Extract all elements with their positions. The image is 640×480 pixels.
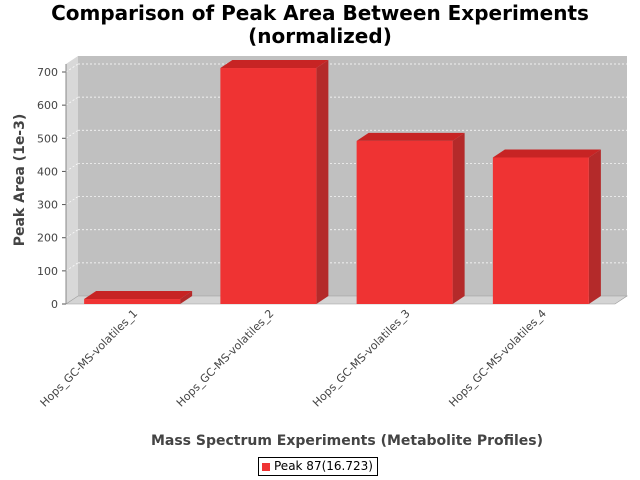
bar-side [316,60,329,304]
legend: Peak 87(16.723) [258,457,378,476]
gridline-side [65,63,79,73]
bar-top [492,149,601,158]
gridline-side [65,229,79,239]
y-tick-label: 700 [37,66,58,79]
gridline-side [65,196,79,205]
bar-top [84,291,193,300]
x-tick-label: Hops_GC-MS-volatiles_4 [446,307,549,410]
x-axis-title: Mass Spectrum Experiments (Metabolite Pr… [151,433,543,449]
bar-side [588,149,601,304]
gridline-side [65,129,79,139]
y-tick-label: 0 [51,298,58,311]
y-axis-title: Peak Area (1e-3) [12,114,28,247]
chart-title-line-1: Comparison of Peak Area Between Experime… [51,1,589,25]
gridline-side [65,262,79,272]
chart-title-line-2: (normalized) [248,24,392,48]
chart-title: Comparison of Peak Area Between Experime… [0,2,640,48]
x-tick-label: Hops_GC-MS-volatiles_3 [310,307,413,410]
y-tick-label: 600 [37,99,58,112]
gridline-side [65,96,79,106]
bar-side [452,132,465,304]
legend-label: Peak 87(16.723) [274,459,373,473]
y-tick-label: 400 [37,165,58,178]
x-tick-label: Hops_GC-MS-volatiles_2 [174,307,277,410]
y-tick-label: 200 [37,232,58,245]
bar-top [220,60,329,69]
bar [84,299,181,304]
bar-side [180,291,193,304]
gridline-side [65,163,79,172]
bar [220,68,317,304]
legend-swatch [262,462,270,471]
bar-top [356,132,465,141]
y-tick-label: 300 [37,199,58,212]
bar [356,140,453,304]
x-tick-label: Hops_GC-MS-volatiles_1 [38,307,141,410]
bar [492,157,589,304]
plot-side-wall [66,56,78,304]
y-tick-label: 500 [37,132,58,145]
y-tick-label: 100 [37,265,58,278]
plot-back-wall [78,56,627,296]
